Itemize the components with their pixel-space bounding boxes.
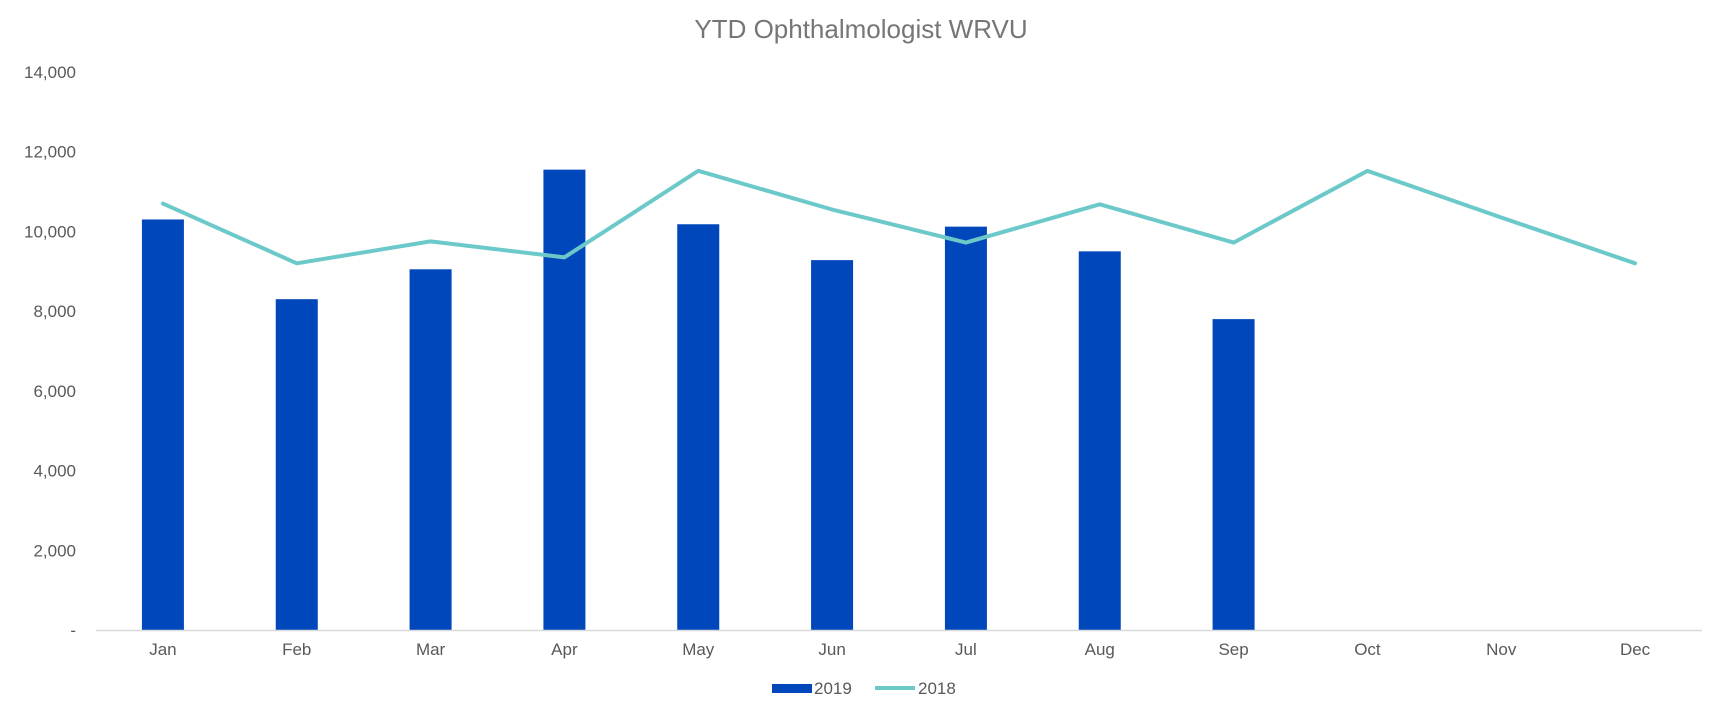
legend-label-2018: 2018 (918, 679, 956, 698)
x-tick-label-jun: Jun (818, 640, 845, 659)
x-tick-label-nov: Nov (1486, 640, 1517, 659)
legend: 2019 2018 (772, 679, 956, 698)
bar-2019-may (677, 224, 720, 631)
x-tick-label-aug: Aug (1085, 640, 1115, 659)
y-tick-label: 8,000 (33, 302, 76, 321)
bar-2019-aug (1078, 251, 1121, 630)
x-axis: Jan Feb Mar Apr May Jun Jul Aug Sep Oct Nov Dec (96, 629, 1702, 659)
x-tick-label-jan: Jan (149, 640, 176, 659)
chart-title: YTD Ophthalmologist WRVU (694, 14, 1027, 44)
line-series-group (160, 168, 1638, 266)
y-tick-label: 6,000 (33, 382, 76, 401)
y-tick-label: - (70, 621, 76, 640)
x-tick-label-dec: Dec (1620, 640, 1651, 659)
y-axis: - 2,000 4,000 6,000 8,000 10,000 12,000 14,000 (24, 63, 76, 640)
x-tick-label-feb: Feb (282, 640, 311, 659)
x-tick-label-may: May (682, 640, 715, 659)
bar-2019-feb (275, 299, 318, 630)
y-tick-label: 12,000 (24, 143, 76, 162)
x-tick-label-jul: Jul (955, 640, 977, 659)
y-tick-label: 2,000 (33, 541, 76, 560)
bar-2019-sep (1212, 319, 1255, 630)
legend-label-2019: 2019 (814, 679, 852, 698)
bar-2019-jun (811, 260, 854, 630)
y-tick-label: 10,000 (24, 222, 76, 241)
x-tick-label-oct: Oct (1354, 640, 1381, 659)
y-tick-label: 14,000 (24, 63, 76, 82)
bar-2019-mar (409, 269, 452, 630)
x-tick-label-mar: Mar (416, 640, 446, 659)
x-tick-label-apr: Apr (551, 640, 578, 659)
line-2018 (160, 168, 1638, 266)
bar-series-group (141, 169, 1255, 631)
bar-2019-jan (141, 219, 184, 630)
bar-2019-jul (944, 226, 987, 630)
y-tick-label: 4,000 (33, 462, 76, 481)
bar-2019-apr (543, 169, 586, 630)
legend-swatch-2019 (772, 684, 812, 693)
x-tick-label-sep: Sep (1218, 640, 1248, 659)
